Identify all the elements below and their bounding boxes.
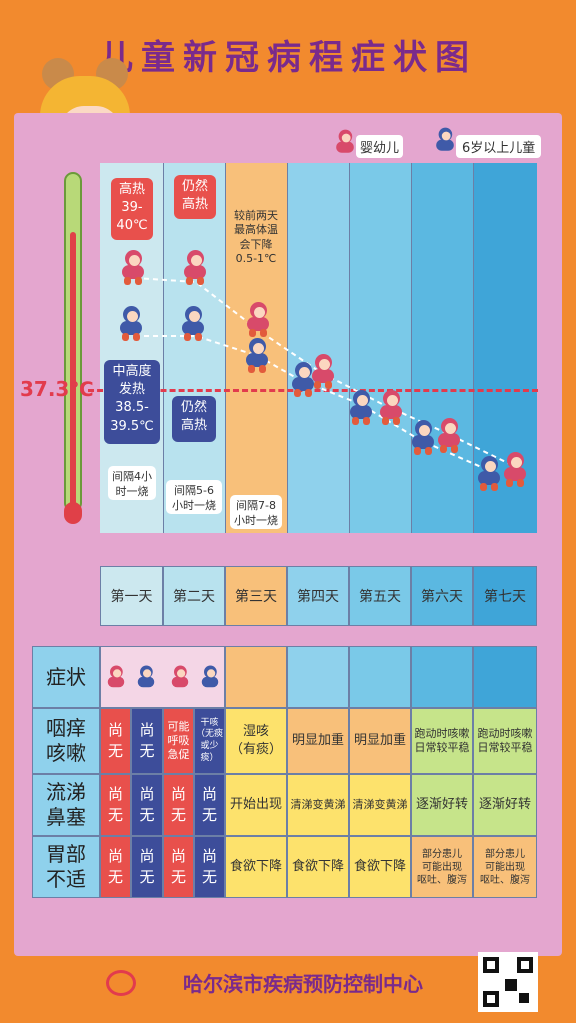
row-cough-name: 咽痒 咳嗽	[32, 708, 100, 774]
header-day7	[473, 646, 537, 708]
day-label-5: 第五天	[349, 566, 411, 626]
stomach-day2-infant: 尚 无	[163, 836, 194, 898]
note-day3: 较前两天 最高体温 会下降 0.5-1℃	[234, 209, 278, 265]
cough-day3: 湿咳 （有痰）	[225, 708, 287, 774]
cough-day6: 跑动时咳嗽 日常较平稳	[411, 708, 473, 774]
symptom-header: 症状	[32, 646, 100, 708]
cough-day4: 明显加重	[287, 708, 349, 774]
stomach-day2-older: 尚 无	[194, 836, 225, 898]
note-still-high-2: 仍然 高热	[172, 396, 216, 442]
day-label-2: 第二天	[163, 566, 225, 626]
threshold-line	[88, 389, 538, 392]
threshold-label: 37.3℃	[20, 377, 94, 401]
note-still-high: 仍然 高热	[174, 175, 216, 219]
infant-figure-day2	[182, 250, 208, 286]
legend-infant: 婴幼儿	[332, 129, 410, 158]
infant-figure-day7	[502, 452, 528, 488]
stomach-day5: 食欲下降	[349, 836, 411, 898]
day-label-4: 第四天	[287, 566, 349, 626]
col-day2	[163, 163, 225, 533]
nose-day6: 逐渐好转	[411, 774, 473, 836]
col-day6	[411, 163, 473, 533]
nose-day2-older: 尚 无	[194, 774, 225, 836]
cdc-logo-icon	[106, 970, 136, 996]
legend-older: 6岁以上儿童	[432, 127, 552, 158]
infant-figure-day1	[120, 250, 146, 286]
older-figure-day5	[348, 390, 374, 426]
day-label-1: 第一天	[100, 566, 163, 626]
thermometer	[58, 172, 88, 528]
cough-day1-infant: 尚 无	[100, 708, 131, 774]
note-interval-1: 间隔4小 时一烧	[108, 466, 156, 500]
legend-infant-label: 婴幼儿	[356, 135, 404, 158]
older-icon-header-2	[200, 665, 220, 693]
header-day6	[411, 646, 473, 708]
footer-organization: 哈尔滨市疾病预防控制中心	[183, 972, 423, 996]
col-day4	[287, 163, 349, 533]
infant-icon-header-1	[106, 665, 126, 693]
infant-icon-header-2	[170, 665, 190, 693]
stomach-day4: 食欲下降	[287, 836, 349, 898]
legend-older-label: 6岁以上儿童	[456, 135, 542, 158]
stomach-day1-older: 尚 无	[131, 836, 163, 898]
header-day12	[100, 646, 225, 708]
note-interval-3: 间隔7-8 小时一烧	[230, 495, 282, 529]
nose-day2-infant: 尚 无	[163, 774, 194, 836]
cough-day1-older: 尚 无	[131, 708, 163, 774]
nose-day5: 清涕变黄涕	[349, 774, 411, 836]
older-figure-day4	[290, 362, 316, 398]
day-label-7: 第七天	[473, 566, 537, 626]
older-figure-day6	[410, 420, 436, 456]
row-nose-name: 流涕 鼻塞	[32, 774, 100, 836]
note-interval-2: 间隔5-6 小时一烧	[166, 480, 222, 514]
cough-day2-older: 干咳 （无痰 或少 痰）	[194, 708, 225, 774]
older-figure-day1	[118, 306, 144, 342]
nose-day1-infant: 尚 无	[100, 774, 131, 836]
infant-figure-day6	[436, 418, 462, 454]
infant-figure-day5	[378, 390, 404, 426]
qr-code-icon	[478, 952, 538, 1012]
older-figure-day3	[244, 338, 270, 374]
older-figure-day2	[180, 306, 206, 342]
infant-figure-day4	[310, 354, 336, 390]
note-moderate: 中高度 发热 38.5- 39.5℃	[104, 360, 160, 444]
stomach-day3: 食欲下降	[225, 836, 287, 898]
page-title: 儿童新冠病程症状图	[99, 38, 477, 78]
day-label-3: 第三天	[225, 566, 287, 626]
row-stomach-name: 胃部 不适	[32, 836, 100, 898]
stomach-day1-infant: 尚 无	[100, 836, 131, 898]
header-day4	[287, 646, 349, 708]
day-label-6: 第六天	[411, 566, 473, 626]
cough-day7: 跑动时咳嗽 日常较平稳	[473, 708, 537, 774]
nose-day3: 开始出现	[225, 774, 287, 836]
header-day3	[225, 646, 287, 708]
note-high-fever: 高热 39- 40℃	[111, 178, 153, 240]
header-day5	[349, 646, 411, 708]
cough-day5: 明显加重	[349, 708, 411, 774]
older-figure-day7	[476, 456, 502, 492]
nose-day7: 逐渐好转	[473, 774, 537, 836]
older-icon-header-1	[136, 665, 156, 693]
infant-figure-day3	[245, 302, 271, 338]
col-day5	[349, 163, 411, 533]
cough-day2-infant: 可能 呼吸 急促	[163, 708, 194, 774]
nose-day1-older: 尚 无	[131, 774, 163, 836]
stomach-day6: 部分患儿 可能出现 呕吐、腹泻	[411, 836, 473, 898]
nose-day4: 清涕变黄涕	[287, 774, 349, 836]
stomach-day7: 部分患儿 可能出现 呕吐、腹泻	[473, 836, 537, 898]
